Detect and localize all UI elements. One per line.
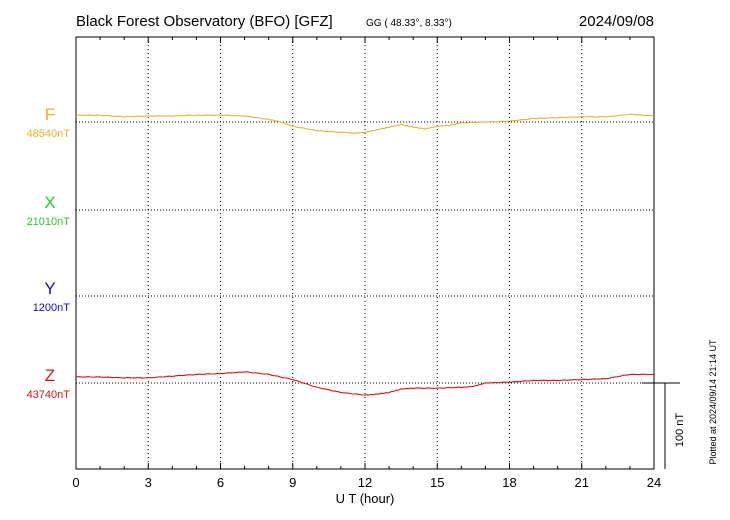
baseline-lines <box>76 121 654 384</box>
series-name-f: F <box>45 105 55 124</box>
chart-title: Black Forest Observatory (BFO) [GFZ] <box>76 13 333 30</box>
grid-lines <box>147 37 583 469</box>
series-line-f <box>75 113 655 134</box>
x-tick-label: 12 <box>358 475 372 490</box>
x-tick-label: 24 <box>647 475 661 490</box>
series-lines <box>75 113 655 396</box>
series-baseline-f: 48540nT <box>27 128 71 140</box>
scale-bar: 100 nT <box>642 382 686 469</box>
x-axis-label: U T (hour) <box>336 491 395 506</box>
chart-date: 2024/09/08 <box>579 13 654 30</box>
series-baseline-z: 43740nT <box>27 389 71 401</box>
x-tick-label: 3 <box>145 475 152 490</box>
chart-subtitle: GG ( 48.33°, 8.33°) <box>366 18 452 29</box>
series-baseline-x: 21010nT <box>27 216 71 228</box>
scale-bar-label: 100 nT <box>674 413 686 448</box>
x-tick-label: 9 <box>289 475 296 490</box>
x-tick-label: 18 <box>502 475 516 490</box>
series-name-z: Z <box>45 366 55 385</box>
x-tick-label: 6 <box>217 475 224 490</box>
x-tick-label: 15 <box>430 475 444 490</box>
x-tick-label: 21 <box>575 475 589 490</box>
plotted-note: Plotted at 2024/09/14 21:14 UT <box>708 339 718 465</box>
series-name-x: X <box>44 193 55 212</box>
series-baseline-y: 1200nT <box>33 302 71 314</box>
series-name-y: Y <box>44 279 55 298</box>
x-tick-label: 0 <box>72 475 79 490</box>
x-axis-ticks: 0 3 6 9 12 15 18 21 24 <box>72 37 661 490</box>
series-line-z <box>75 371 654 396</box>
series-labels: F 48540nT X 21010nT Y 1200nT Z 43740nT <box>27 105 71 401</box>
